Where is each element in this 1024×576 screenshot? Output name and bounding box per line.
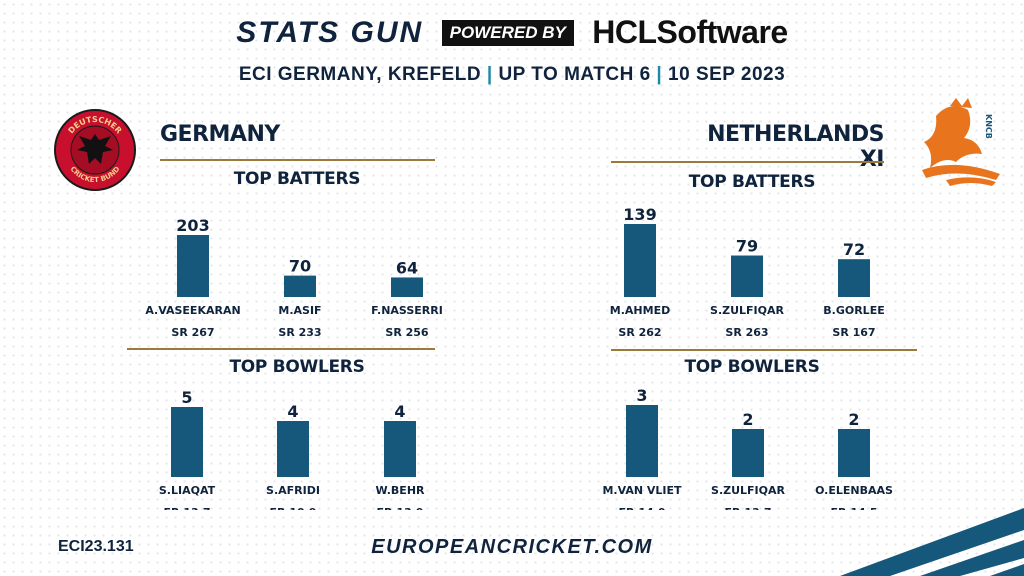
- bar: [838, 259, 870, 297]
- player-name-label: W.BEHR: [376, 484, 426, 497]
- bar: [384, 421, 416, 477]
- bar-value-label: 72: [843, 240, 865, 259]
- separator: |: [486, 64, 493, 85]
- bar-value-label: 4: [287, 402, 298, 421]
- stats-gun-logo: STATS GUN: [236, 15, 424, 49]
- stat-sublabel: SR 262: [618, 326, 661, 339]
- stat-sublabel: ER 13.7: [725, 506, 772, 510]
- stat-sublabel: SR 263: [725, 326, 768, 339]
- bar-value-label: 4: [394, 402, 405, 421]
- sponsor-logo: HCLSoftware: [592, 14, 788, 50]
- germany-cricket-logo: DEUTSCHER CRICKET BUND: [54, 109, 136, 191]
- netherlands-batters-chart: 139 M.AHMED SR 262 79 S.ZULFIQAR SR 263 72 B.GO…: [610, 205, 885, 339]
- bar: [624, 224, 656, 297]
- kncb-text: KNCB: [984, 114, 993, 139]
- section-title-germany-bowlers: TOP BOWLERS: [229, 357, 365, 377]
- bar: [277, 421, 309, 477]
- gold-divider: [160, 159, 435, 161]
- event-subtitle: ECI GERMANY, KREFELD | UP TO MATCH 6 | 1…: [0, 64, 1024, 86]
- player-name-label: S.ZULFIQAR: [711, 484, 785, 497]
- stat-sublabel: SR 256: [385, 326, 429, 339]
- bar: [177, 235, 209, 297]
- bar-value-label: 79: [736, 237, 758, 256]
- netherlands-kncb-logo: KNCB: [922, 98, 1000, 186]
- footer-code: ECI23.131: [58, 538, 134, 555]
- stat-sublabel: ER 10.9: [270, 506, 317, 510]
- gold-divider: [611, 349, 917, 351]
- brand-header: STATS GUN POWERED BY HCLSoftware: [0, 14, 1024, 58]
- bar: [732, 429, 764, 477]
- player-name-label: S.AFRIDI: [266, 484, 320, 497]
- bar-value-label: 203: [176, 216, 209, 235]
- venue-text: ECI GERMANY, KREFELD: [238, 64, 482, 85]
- gold-divider: [611, 161, 884, 163]
- section-title-germany-batters: TOP BATTERS: [233, 169, 361, 189]
- germany-batters-chart: 203 A.VASEEKARAN SR 267 70 M.ASIF SR 233 64 F.N…: [145, 216, 443, 339]
- stat-sublabel: ER 14.5: [831, 506, 878, 510]
- team-name-netherlands: NETHERLANDS XI: [707, 122, 884, 172]
- germany-bowlers-chart: 5 S.LIAQAT ER 13.7 4 S.AFRIDI ER 10.9 4 W.BEHR E…: [159, 388, 426, 510]
- bar-value-label: 139: [623, 205, 656, 224]
- match-text: UP TO MATCH 6: [498, 64, 651, 85]
- separator: |: [656, 64, 663, 85]
- team-name-germany: GERMANY: [160, 122, 280, 147]
- player-name-label: S.ZULFIQAR: [710, 304, 784, 317]
- bar-value-label: 5: [181, 388, 192, 407]
- bar: [731, 255, 763, 297]
- bar-value-label: 70: [289, 257, 311, 276]
- player-name-label: A.VASEEKARAN: [145, 304, 240, 317]
- player-name-label: M.AHMED: [610, 304, 670, 317]
- bar: [838, 429, 870, 477]
- date-text: 10 SEP 2023: [668, 64, 786, 85]
- bar: [391, 277, 423, 297]
- player-name-label: B.GORLEE: [823, 304, 884, 317]
- gold-divider: [127, 348, 435, 350]
- player-name-label: O.ELENBAAS: [815, 484, 893, 497]
- player-name-label: S.LIAQAT: [159, 484, 216, 497]
- bar: [284, 275, 316, 297]
- footer-website[interactable]: EUROPEANCRICKET.COM: [371, 536, 653, 558]
- bar-value-label: 2: [742, 410, 753, 429]
- stat-sublabel: SR 233: [278, 326, 321, 339]
- stat-sublabel: SR 267: [171, 326, 214, 339]
- player-name-label: M.VAN VLIET: [602, 484, 682, 497]
- stat-sublabel: SR 167: [832, 326, 875, 339]
- stat-sublabel: ER 13.9: [377, 506, 424, 510]
- bar: [171, 407, 203, 477]
- bar-value-label: 64: [396, 258, 418, 277]
- stat-sublabel: ER 14.0: [619, 506, 666, 510]
- corner-stripes-decoration: [840, 508, 1024, 576]
- netherlands-bowlers-chart: 3 M.VAN VLIET ER 14.0 2 S.ZULFIQAR ER 13.7 2 O.…: [602, 386, 893, 510]
- section-title-netherlands-bowlers: TOP BOWLERS: [684, 357, 820, 377]
- stat-sublabel: ER 13.7: [164, 506, 211, 510]
- player-name-label: M.ASIF: [278, 304, 321, 317]
- player-name-label: F.NASSERRI: [371, 304, 443, 317]
- powered-by-badge: POWERED BY: [441, 19, 574, 46]
- bar-value-label: 2: [848, 410, 859, 429]
- bar: [626, 405, 658, 477]
- section-title-netherlands-batters: TOP BATTERS: [688, 172, 816, 192]
- bar-value-label: 3: [636, 386, 647, 405]
